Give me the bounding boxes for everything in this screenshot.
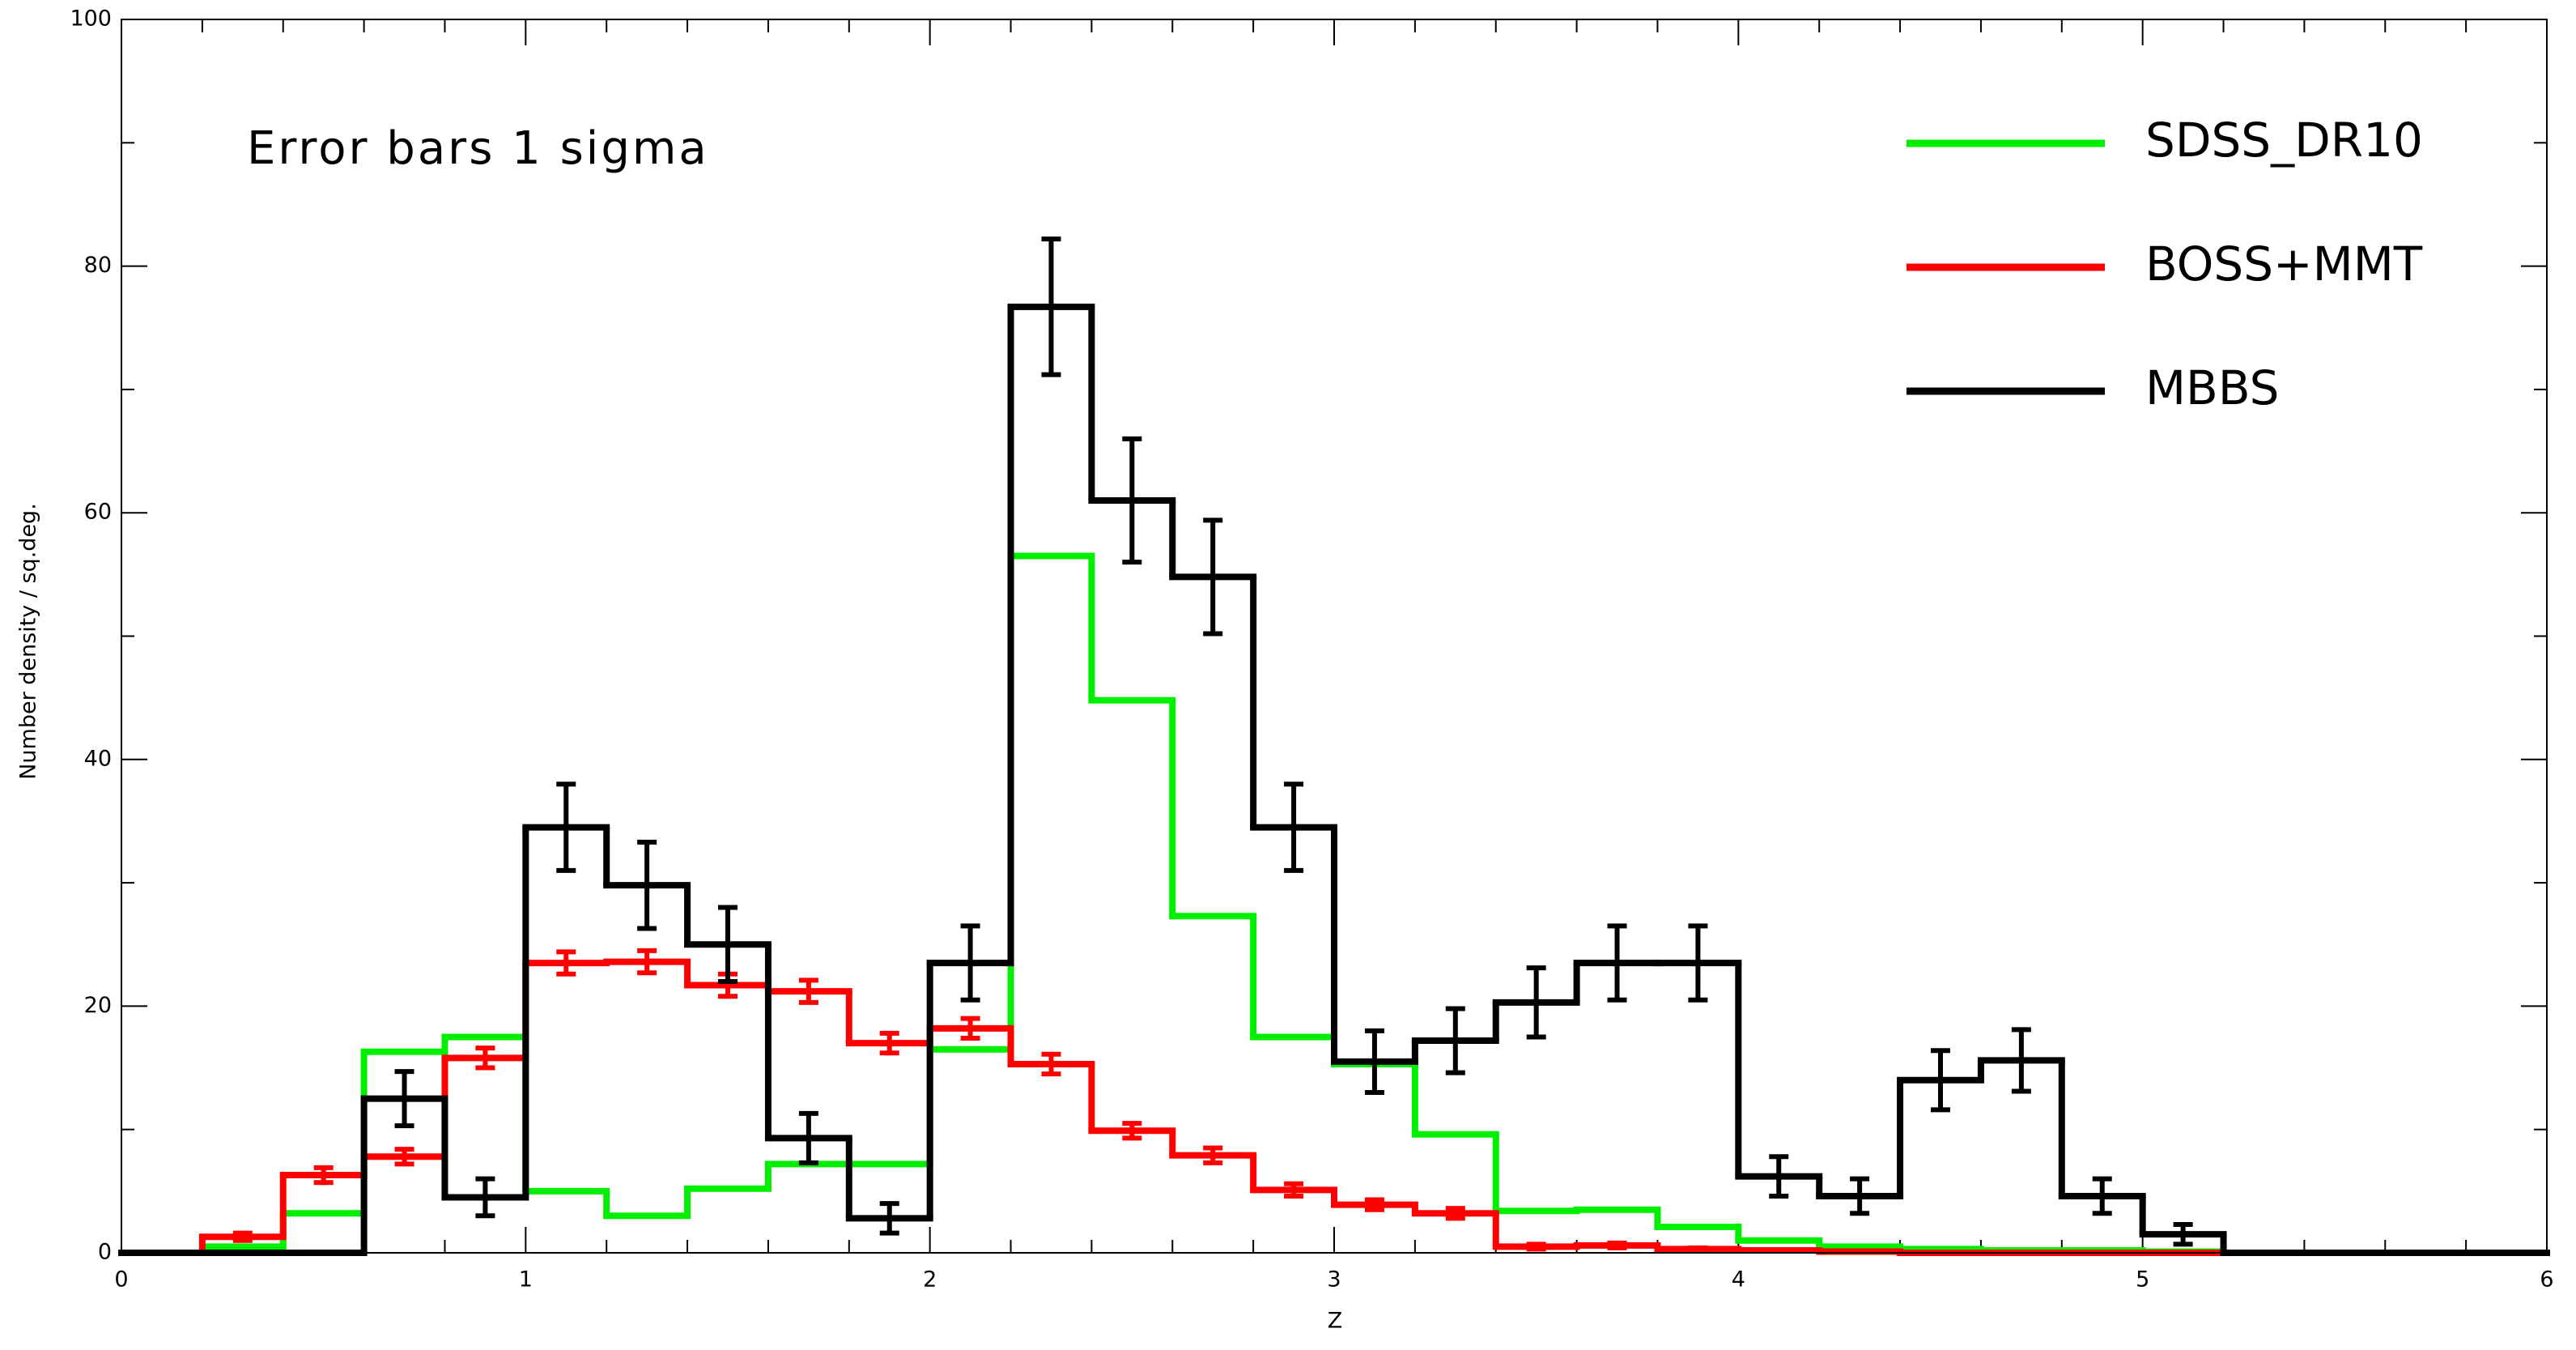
annotation: Error bars 1 sigma bbox=[247, 122, 709, 175]
error-bar bbox=[1203, 1145, 1223, 1165]
legend-label: MBBS bbox=[2145, 360, 2279, 415]
legend-label: BOSS+MMT bbox=[2145, 236, 2423, 292]
error-bar bbox=[798, 1110, 818, 1165]
error-bar bbox=[556, 781, 576, 873]
error-bar bbox=[1931, 1048, 1950, 1113]
error-bar bbox=[475, 1046, 495, 1071]
error-bar bbox=[1607, 1240, 1627, 1250]
error-bar bbox=[798, 977, 818, 1005]
y-tick-label: 40 bbox=[84, 746, 112, 771]
error-bar bbox=[1364, 1028, 1384, 1096]
x-tick-label: 1 bbox=[519, 1267, 533, 1293]
error-bar bbox=[1526, 1241, 1546, 1252]
error-bar bbox=[1445, 1206, 1465, 1221]
error-bar bbox=[2011, 1027, 2031, 1094]
error-bar bbox=[313, 1165, 334, 1186]
y-tick-label: 20 bbox=[84, 993, 112, 1018]
error-bar bbox=[879, 1201, 899, 1236]
error-bar bbox=[1526, 965, 1546, 1040]
y-tick-label: 100 bbox=[70, 6, 112, 32]
error-bar bbox=[637, 948, 657, 976]
error-bar bbox=[232, 1230, 253, 1243]
error-bar bbox=[394, 1069, 414, 1129]
x-tick-label: 2 bbox=[923, 1267, 937, 1293]
error-bar bbox=[1688, 923, 1708, 1003]
y-tick-label: 0 bbox=[98, 1240, 112, 1265]
error-bar bbox=[556, 949, 576, 977]
x-tick-label: 5 bbox=[2136, 1267, 2149, 1293]
error-bar bbox=[718, 905, 738, 984]
error-bar bbox=[1284, 1181, 1304, 1199]
error-bar bbox=[1041, 1051, 1061, 1077]
error-bar bbox=[2173, 1221, 2193, 1247]
error-bar bbox=[879, 1030, 899, 1056]
error-bar bbox=[394, 1147, 414, 1167]
plot-frame bbox=[121, 19, 2548, 1254]
error-bar bbox=[1364, 1197, 1384, 1212]
error-bar bbox=[1607, 923, 1627, 1003]
legend-label: SDSS_DR10 bbox=[2145, 113, 2423, 168]
error-bar bbox=[1850, 1176, 1870, 1216]
error-bar bbox=[1284, 781, 1304, 873]
y-tick-label: 60 bbox=[84, 500, 112, 525]
x-tick-label: 0 bbox=[114, 1267, 128, 1293]
y-axis-label: Number density / sq.deg. bbox=[16, 503, 41, 780]
error-bar bbox=[637, 839, 657, 931]
error-bar bbox=[1445, 1006, 1465, 1075]
error-bar bbox=[1769, 1154, 1789, 1199]
x-tick-label: 6 bbox=[2540, 1267, 2553, 1293]
x-axis-label: Z bbox=[1328, 1309, 1343, 1334]
error-bar bbox=[1041, 236, 1061, 377]
error-bar bbox=[1688, 1245, 1708, 1253]
error-bar bbox=[1122, 1121, 1142, 1141]
error-bar bbox=[475, 1176, 495, 1219]
x-tick-label: 3 bbox=[1327, 1267, 1341, 1293]
error-bar bbox=[2092, 1176, 2112, 1216]
x-tick-label: 4 bbox=[1732, 1267, 1745, 1293]
error-bar bbox=[1203, 517, 1223, 637]
error-bar bbox=[1122, 436, 1142, 565]
y-tick-label: 80 bbox=[84, 253, 112, 278]
error-bar bbox=[960, 1016, 980, 1041]
error-bar bbox=[960, 923, 980, 1003]
